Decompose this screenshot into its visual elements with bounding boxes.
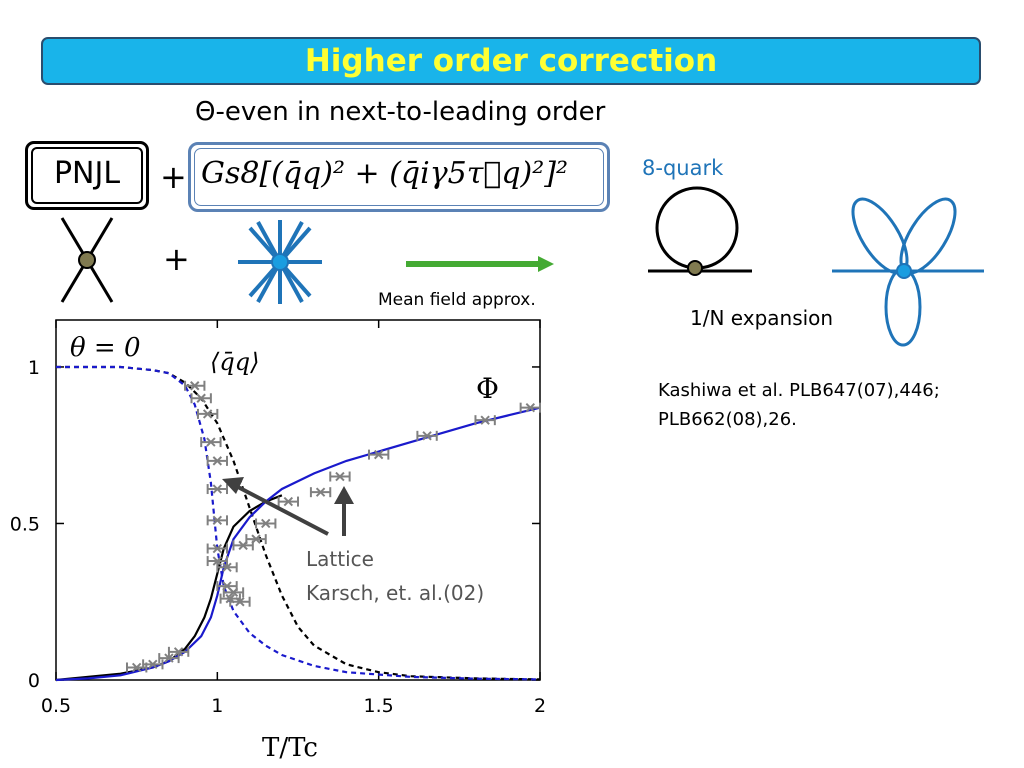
x-tick-label: 2 (534, 695, 546, 717)
lattice-point (329, 471, 351, 482)
pnjl-label: PNJL (53, 156, 121, 191)
lattice-point (416, 430, 438, 441)
lattice-point (142, 659, 164, 670)
lattice-point (206, 484, 229, 495)
reference-line-2: PLB662(08),26. (658, 409, 797, 430)
y-tick-label: 1 (28, 357, 40, 379)
pnjl-box: PNJL (25, 141, 149, 210)
lattice-point (277, 496, 299, 507)
phi-label: Φ (476, 372, 499, 405)
series-line-solid-blue (55, 406, 541, 682)
series-line-dashed-blue (56, 365, 541, 681)
loop-diagram-icon (648, 186, 752, 276)
lattice-point (200, 437, 222, 448)
lattice-point (519, 402, 541, 413)
x-tick-label: 1 (211, 695, 223, 717)
y-tick-label: 0.5 (10, 513, 40, 535)
lattice-point (206, 556, 229, 567)
lattice-point (206, 455, 229, 466)
lattice-label: Lattice (306, 547, 374, 571)
theta-label: θ = 0 (70, 333, 141, 363)
x-tick-label: 0.5 (41, 695, 71, 717)
lattice-point (222, 587, 245, 598)
lattice-point (190, 393, 212, 404)
y-tick-label: 0 (28, 670, 40, 692)
plot-frame (55, 319, 541, 681)
lattice-point (184, 380, 206, 391)
lattice-point (167, 646, 190, 657)
lattice-group (125, 380, 541, 673)
formula-box: Gs8[(q̄q)² + (q̄iγ5τ⃗q)²]² (188, 142, 610, 212)
lattice-point (216, 562, 238, 573)
reference-line-1: Kashiwa et al. PLB647(07),446; (658, 380, 940, 401)
formula-text: Gs8[(q̄q)² + (q̄iγ5τ⃗q)²]² (201, 156, 568, 191)
lattice-point (232, 540, 254, 551)
mean-field-arrow-icon (406, 256, 554, 272)
x-axis-label: T/Tc (262, 733, 318, 763)
plus-sign-top: + (160, 158, 187, 196)
series-line-dashed-black (56, 365, 541, 681)
lattice-arrows (222, 477, 354, 536)
lattice-point (229, 596, 251, 607)
lattice-point (367, 449, 390, 460)
lattice-point (309, 487, 332, 498)
eight-quark-label: 8-quark (642, 156, 724, 180)
lattice-source-label: Karsch, et. al.(02) (306, 581, 484, 605)
eight-quark-vertex-icon (238, 220, 322, 304)
mean-field-label: Mean field approx. (378, 290, 536, 310)
lattice-point (206, 543, 229, 554)
slide-title: Higher order correction (304, 43, 718, 79)
three-loop-diagram-icon (832, 197, 984, 347)
lattice-point (255, 518, 277, 529)
chart: 0.5 1 1.5 200.51 θ = 0 ⟨q̄q⟩ Φ Lattice Kars… (10, 319, 546, 763)
x-tick-label: 1.5 (364, 695, 394, 717)
subtitle: Θ-even in next-to-leading order (195, 97, 606, 127)
lattice-point (206, 515, 229, 526)
lattice-point (196, 408, 219, 419)
qq-label: ⟨q̄q⟩ (210, 348, 259, 376)
four-quark-vertex-icon (60, 217, 114, 303)
title-bar: Higher order correction (41, 37, 981, 85)
tick-group: 0.5 1 1.5 200.51 (10, 320, 546, 717)
plus-sign-bottom: + (163, 240, 190, 278)
curve-group (55, 365, 541, 682)
lattice-point (245, 534, 267, 545)
lattice-point (474, 415, 496, 426)
expansion-label: 1/N expansion (690, 306, 834, 330)
lattice-point (158, 653, 180, 664)
